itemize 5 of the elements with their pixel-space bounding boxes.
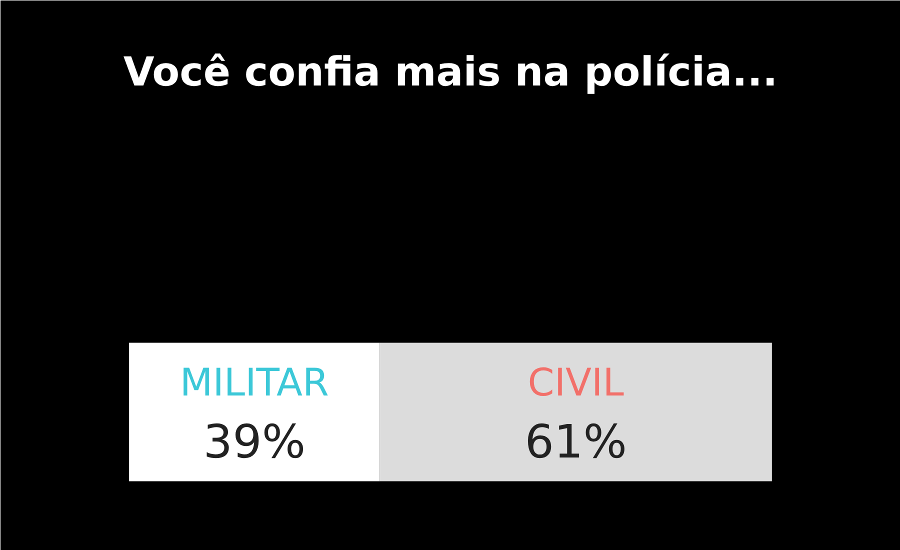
data-label: 61% — [524, 414, 627, 468]
series-label: CIVIL — [528, 360, 624, 405]
data-label: 39% — [203, 414, 306, 468]
chart-title: Você confia mais na polícia... — [123, 50, 778, 96]
series-label: MILITAR — [180, 360, 329, 405]
